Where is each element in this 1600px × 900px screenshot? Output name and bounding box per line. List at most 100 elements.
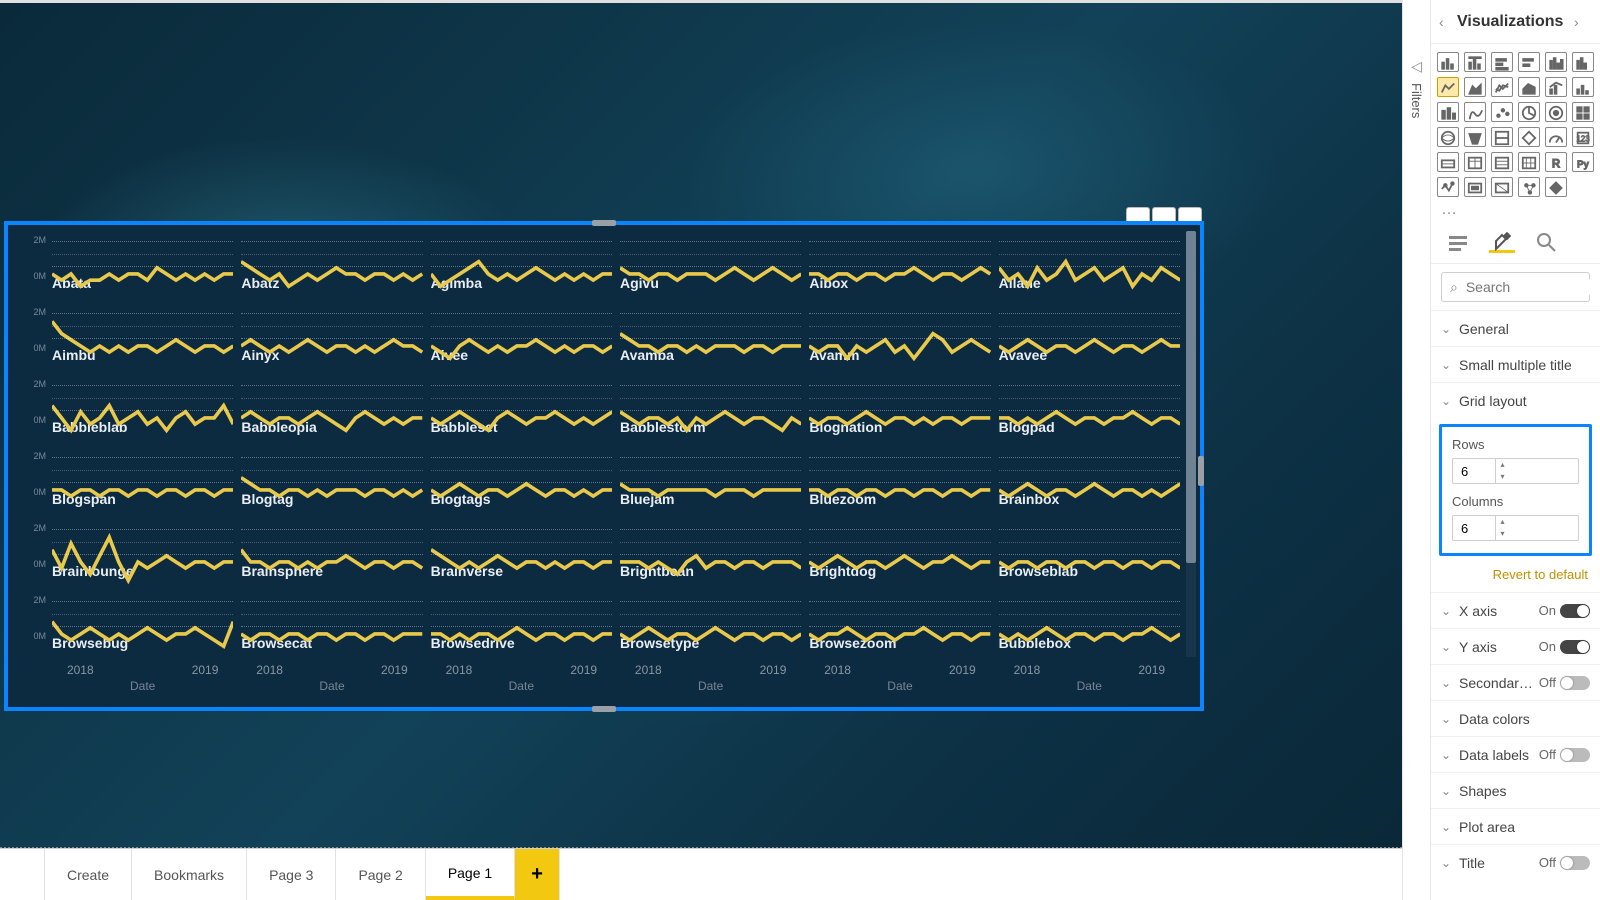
step-up-icon[interactable]: ▴ xyxy=(1496,459,1509,471)
viz-type-icon[interactable] xyxy=(1518,127,1540,147)
viz-type-icon[interactable] xyxy=(1572,77,1594,97)
expand-icon[interactable]: ◁ xyxy=(1411,58,1422,75)
viz-type-icon[interactable] xyxy=(1464,152,1486,172)
small-multiple-cell[interactable]: Babbleblab xyxy=(48,375,237,447)
small-multiple-cell[interactable]: Aibox xyxy=(805,231,994,303)
viz-type-icon[interactable] xyxy=(1437,102,1459,122)
viz-type-icon[interactable] xyxy=(1491,102,1513,122)
small-multiple-cell[interactable]: Brightbean xyxy=(616,519,805,591)
viz-type-icon[interactable] xyxy=(1437,52,1459,72)
small-multiple-cell[interactable]: Bluejam xyxy=(616,447,805,519)
viz-type-icon[interactable]: 123 xyxy=(1572,127,1594,147)
page-tab[interactable]: Page 1 xyxy=(426,849,515,900)
resize-handle-top[interactable] xyxy=(592,220,616,226)
add-page-button[interactable]: + xyxy=(515,849,560,900)
format-prop-yaxis[interactable]: ⌄Y axisOn xyxy=(1431,628,1600,664)
small-multiple-cell[interactable]: Brainsphere xyxy=(237,519,426,591)
small-multiple-cell[interactable]: Brainverse xyxy=(427,519,616,591)
resize-handle-right[interactable] xyxy=(1198,456,1204,486)
report-canvas[interactable]: 2M0MAbataAbatzAgimbaAgivuAiboxAilane2M0M… xyxy=(0,3,1402,848)
small-multiple-cell[interactable]: Brightdog xyxy=(805,519,994,591)
small-multiple-cell[interactable]: Browsedrive xyxy=(427,591,616,663)
format-tab[interactable] xyxy=(1489,231,1515,253)
visual-header-btn[interactable] xyxy=(1178,207,1202,221)
viz-type-icon[interactable]: R xyxy=(1545,152,1567,172)
small-multiple-cell[interactable]: Ailane xyxy=(995,231,1184,303)
visual-scrollbar[interactable] xyxy=(1186,231,1196,657)
small-multiple-cell[interactable]: Brainbox xyxy=(995,447,1184,519)
viz-type-icon[interactable] xyxy=(1464,177,1486,197)
viz-type-icon[interactable] xyxy=(1545,52,1567,72)
viz-type-icon[interactable] xyxy=(1464,77,1486,97)
viz-type-icon[interactable] xyxy=(1437,127,1459,147)
step-up-icon[interactable]: ▴ xyxy=(1496,516,1509,528)
page-tab[interactable]: Create xyxy=(45,849,132,900)
small-multiple-cell[interactable]: Browsetype xyxy=(616,591,805,663)
viz-type-icon[interactable] xyxy=(1491,52,1513,72)
small-multiple-cell[interactable]: Brainlounge xyxy=(48,519,237,591)
page-tab[interactable]: Bookmarks xyxy=(132,849,247,900)
small-multiple-cell[interactable]: Aimbu xyxy=(48,303,237,375)
format-prop-title[interactable]: ⌄TitleOff xyxy=(1431,844,1600,880)
analytics-tab[interactable] xyxy=(1533,231,1559,253)
viz-type-icon[interactable] xyxy=(1518,152,1540,172)
page-tab[interactable]: Page 2 xyxy=(336,849,425,900)
format-prop-datacolors[interactable]: ⌄Data colors xyxy=(1431,700,1600,736)
collapse-right-icon[interactable]: › xyxy=(1574,14,1592,30)
viz-more-icon[interactable]: … xyxy=(1431,201,1600,225)
visual-header-btn[interactable] xyxy=(1152,207,1176,221)
toggle[interactable] xyxy=(1560,748,1590,762)
viz-type-icon[interactable] xyxy=(1491,127,1513,147)
small-multiple-cell[interactable]: Babbleopia xyxy=(237,375,426,447)
viz-type-icon[interactable] xyxy=(1437,177,1459,197)
rows-input[interactable] xyxy=(1453,464,1495,479)
cols-input[interactable] xyxy=(1453,521,1495,536)
small-multiple-cell[interactable]: Avamba xyxy=(616,303,805,375)
viz-type-icon[interactable] xyxy=(1437,152,1459,172)
format-prop-gridlayout[interactable]: ⌄Grid layout xyxy=(1431,382,1600,418)
small-multiple-cell[interactable]: Browseblab xyxy=(995,519,1184,591)
small-multiple-cell[interactable]: Ainyx xyxy=(237,303,426,375)
small-multiple-cell[interactable]: Blogspan xyxy=(48,447,237,519)
viz-type-icon[interactable] xyxy=(1545,127,1567,147)
format-prop-secondary[interactable]: ⌄Secondar…Off xyxy=(1431,664,1600,700)
format-prop-datalabels[interactable]: ⌄Data labelsOff xyxy=(1431,736,1600,772)
viz-type-icon[interactable] xyxy=(1464,102,1486,122)
small-multiple-cell[interactable]: Blognation xyxy=(805,375,994,447)
toggle[interactable] xyxy=(1560,676,1590,690)
viz-type-icon[interactable] xyxy=(1491,152,1513,172)
resize-handle-bottom[interactable] xyxy=(592,706,616,712)
small-multiple-cell[interactable]: Bubblebox xyxy=(995,591,1184,663)
viz-type-icon[interactable] xyxy=(1518,77,1540,97)
step-down-icon[interactable]: ▾ xyxy=(1496,471,1509,483)
small-multiple-cell[interactable]: Blogtag xyxy=(237,447,426,519)
small-multiple-cell[interactable]: Abatz xyxy=(237,231,426,303)
viz-type-icon[interactable] xyxy=(1572,102,1594,122)
small-multiple-cell[interactable]: Bluezoom xyxy=(805,447,994,519)
small-multiple-cell[interactable]: Browsebug xyxy=(48,591,237,663)
page-tab[interactable]: Page 3 xyxy=(247,849,336,900)
small-multiple-cell[interactable]: Agimba xyxy=(427,231,616,303)
small-multiple-cell[interactable]: Agivu xyxy=(616,231,805,303)
small-multiple-cell[interactable]: Avamm xyxy=(805,303,994,375)
viz-type-icon[interactable] xyxy=(1545,77,1567,97)
small-multiple-cell[interactable]: Blogtags xyxy=(427,447,616,519)
small-multiple-cell[interactable]: Abata xyxy=(48,231,237,303)
format-prop-shapes[interactable]: ⌄Shapes xyxy=(1431,772,1600,808)
fields-tab[interactable] xyxy=(1445,231,1471,253)
viz-type-icon[interactable] xyxy=(1464,52,1486,72)
search-input[interactable] xyxy=(1466,279,1600,295)
viz-type-icon[interactable] xyxy=(1545,102,1567,122)
small-multiple-cell[interactable]: Browsezoom xyxy=(805,591,994,663)
format-prop-smtitle[interactable]: ⌄Small multiple title xyxy=(1431,346,1600,382)
scroll-thumb[interactable] xyxy=(1186,231,1196,563)
viz-type-icon[interactable] xyxy=(1491,177,1513,197)
small-multiple-cell[interactable]: Browsecat xyxy=(237,591,426,663)
small-multiple-cell[interactable]: Avavee xyxy=(995,303,1184,375)
filters-pane-collapsed[interactable]: ◁ Filters xyxy=(1402,0,1430,900)
viz-type-icon[interactable] xyxy=(1518,102,1540,122)
small-multiple-cell[interactable]: Babbleset xyxy=(427,375,616,447)
small-multiple-cell[interactable]: Blogpad xyxy=(995,375,1184,447)
toggle[interactable] xyxy=(1560,604,1590,618)
viz-type-icon[interactable] xyxy=(1437,77,1459,97)
